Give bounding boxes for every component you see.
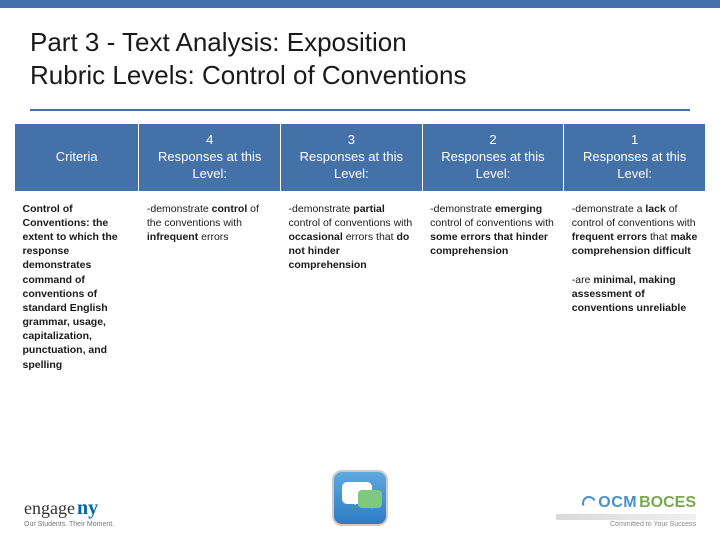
level-txt: Responses at this Level: bbox=[429, 149, 558, 183]
rubric-table-wrap: Criteria 4 Responses at this Level: 3 Re… bbox=[0, 111, 720, 382]
table-row: Control of Conventions: the extent to wh… bbox=[15, 191, 706, 382]
header-row: Criteria 4 Responses at this Level: 3 Re… bbox=[15, 124, 706, 192]
level-num: 1 bbox=[570, 132, 699, 149]
footer: engageny Our Students. Their Moment. OCM… bbox=[0, 494, 720, 528]
ny-text: ny bbox=[77, 497, 98, 520]
ocm-text: OCM bbox=[598, 494, 637, 511]
boces-text: BOCES bbox=[639, 494, 696, 511]
engage-ny-logo: engageny Our Students. Their Moment. bbox=[24, 497, 114, 528]
header-criteria: Criteria bbox=[15, 124, 139, 192]
level-num: 3 bbox=[287, 132, 416, 149]
header-level-4: 4 Responses at this Level: bbox=[139, 124, 281, 192]
title-line-1: Part 3 - Text Analysis: Exposition bbox=[30, 26, 690, 59]
ocm-tagline: Committed to Your Success bbox=[556, 521, 696, 528]
level-txt: Responses at this Level: bbox=[145, 149, 274, 183]
swoosh-icon bbox=[580, 494, 598, 512]
title-line-2: Rubric Levels: Control of Conventions bbox=[30, 59, 690, 92]
title-block: Part 3 - Text Analysis: Exposition Rubri… bbox=[0, 8, 720, 101]
level-num: 4 bbox=[145, 132, 274, 149]
ocm-boces-logo: OCMBOCES Committed to Your Success bbox=[556, 494, 696, 528]
cell-level-4: -demonstrate control of the conventions … bbox=[139, 191, 281, 382]
ocm-bar bbox=[556, 514, 696, 520]
header-level-3: 3 Responses at this Level: bbox=[281, 124, 423, 192]
level-txt: Responses at this Level: bbox=[287, 149, 416, 183]
level-txt: Responses at this Level: bbox=[570, 149, 699, 183]
header-level-1: 1 Responses at this Level: bbox=[564, 124, 706, 192]
cell-level-2: -demonstrate emerging control of convent… bbox=[422, 191, 564, 382]
level-num: 2 bbox=[429, 132, 558, 149]
criteria-cell: Control of Conventions: the extent to wh… bbox=[15, 191, 139, 382]
header-level-2: 2 Responses at this Level: bbox=[422, 124, 564, 192]
cell-level-1: -demonstrate a lack of control of conven… bbox=[564, 191, 706, 382]
top-accent-bar bbox=[0, 0, 720, 8]
rubric-table: Criteria 4 Responses at this Level: 3 Re… bbox=[14, 123, 706, 382]
cell-level-3: -demonstrate partial control of conventi… bbox=[281, 191, 423, 382]
engage-tagline: Our Students. Their Moment. bbox=[24, 521, 114, 528]
engage-text: engage bbox=[24, 498, 75, 519]
